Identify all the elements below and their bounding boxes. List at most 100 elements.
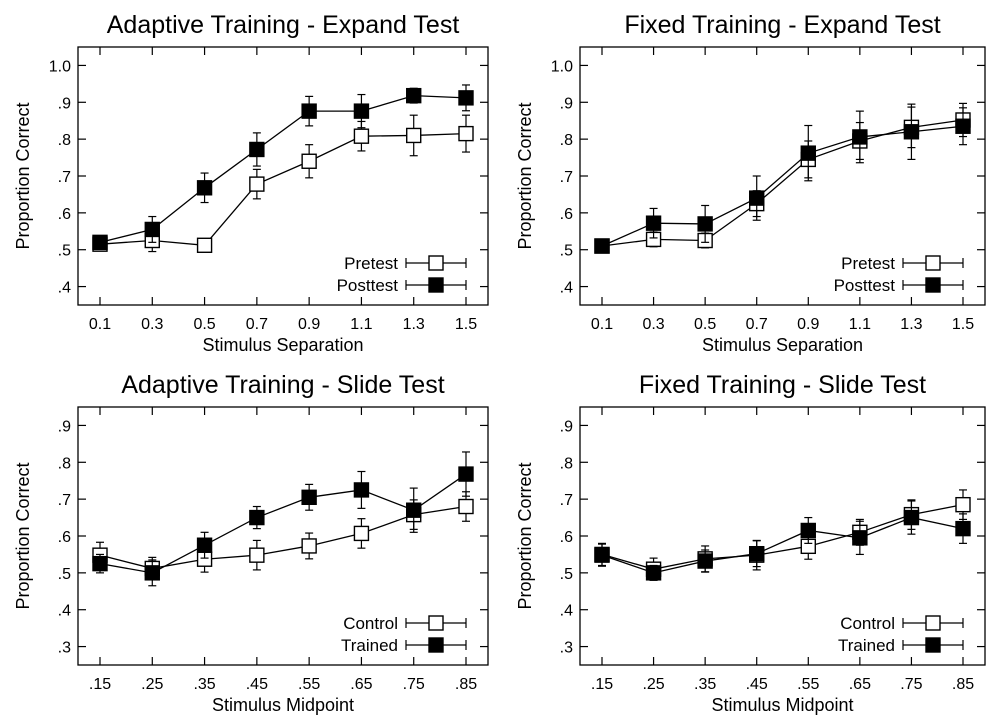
series-line [99,505,467,570]
legend-label: Posttest [337,276,399,295]
y-tick-label: .5 [58,566,71,583]
data-point [196,537,213,553]
data-point [406,127,422,144]
series-2 [594,500,971,581]
data-point [852,129,868,145]
y-axis-label: Proportion Correct [13,462,33,609]
data-point [645,215,662,231]
data-point [903,509,920,526]
x-tick-label: 1.1 [849,316,871,333]
data-point [301,489,317,505]
y-tick-label: .4 [58,280,71,297]
data-point [406,502,422,518]
data-point [249,509,265,526]
data-point [594,238,610,254]
series-2 [594,103,971,254]
y-tick-label: .4 [560,603,573,620]
y-tick-label: .6 [560,206,573,223]
data-point [458,125,474,142]
data-point [697,216,713,232]
data-point [353,103,370,119]
chart-panel-3: Adaptive Training - Slide Test .3 .4 .5 .6 .7… [13,371,489,715]
y-axis-label: Proportion Correct [515,462,535,609]
y-tick-label: .5 [560,243,573,260]
x-tick-label: .85 [455,676,477,693]
data-point [800,145,816,161]
data-point [301,153,317,169]
y-tick-label: .5 [58,243,71,260]
legend-marker [428,277,444,293]
data-point [955,520,971,537]
y-tick-label: .6 [58,206,71,223]
x-tick-label: 0.1 [591,316,613,333]
y-tick-label: 1.0 [49,58,71,75]
x-tick-label: .75 [403,676,425,693]
legend: Pretest Posttest [337,254,467,295]
x-tick-label: 0.7 [246,316,268,333]
legend: Control Trained [838,614,964,655]
series-2 [92,84,474,251]
legend-marker [925,637,941,653]
legend-label: Trained [838,636,895,655]
x-tick-label: .25 [141,676,163,693]
legend-marker [428,637,444,653]
x-tick-label: 0.3 [141,316,163,333]
data-point [92,555,108,572]
y-tick-label: .9 [560,418,573,435]
chart-title: Fixed Training - Slide Test [639,371,926,399]
y-tick-label: .9 [560,95,573,112]
data-point [645,565,662,581]
series-line [99,473,467,574]
x-tick-label: 1.3 [403,316,425,333]
series-2 [92,451,474,587]
legend-marker [925,615,941,631]
legend-marker [925,255,941,271]
y-tick-label: .5 [560,566,573,583]
data-point [249,547,265,563]
data-point [196,180,213,196]
x-tick-label: .65 [350,676,372,693]
y-axis-label: Proportion Correct [13,102,33,249]
x-tick-label: 0.7 [746,316,768,333]
y-tick-label: .9 [58,418,71,435]
y-tick-label: .4 [560,280,573,297]
x-tick-label: 0.9 [298,316,320,333]
data-point [353,525,370,542]
y-tick-label: .7 [560,492,573,509]
x-tick-label: .35 [193,676,215,693]
data-point [458,466,474,482]
x-axis-label: Stimulus Separation [202,335,363,355]
x-tick-label: .75 [900,676,922,693]
data-point [697,553,713,569]
y-tick-label: .7 [560,169,573,186]
data-point [92,234,108,251]
x-tick-label: 0.5 [694,316,716,333]
legend-label: Control [840,614,895,633]
chart-title: Adaptive Training - Expand Test [107,11,460,39]
x-tick-label: .65 [849,676,871,693]
data-point [353,482,370,498]
x-tick-label: 0.1 [89,316,111,333]
y-tick-label: .8 [560,455,573,472]
data-point [955,496,971,513]
data-point [196,237,213,253]
legend-label: Pretest [344,254,398,273]
y-tick-label: .8 [58,455,71,472]
data-point [249,141,265,158]
x-axis-label: Stimulus Midpoint [711,695,853,715]
series-line [601,125,964,247]
legend-marker [428,255,444,271]
x-tick-label: .15 [591,676,613,693]
x-tick-label: .85 [952,676,974,693]
x-tick-label: .15 [89,676,111,693]
legend-label: Posttest [834,276,896,295]
y-tick-label: .6 [58,529,71,546]
x-tick-label: .25 [642,676,664,693]
y-tick-label: .7 [58,169,71,186]
x-tick-label: .55 [797,676,819,693]
data-point [903,124,920,140]
data-point [800,522,816,539]
y-tick-label: .7 [58,492,71,509]
x-tick-label: 0.3 [642,316,664,333]
data-point [406,87,422,104]
